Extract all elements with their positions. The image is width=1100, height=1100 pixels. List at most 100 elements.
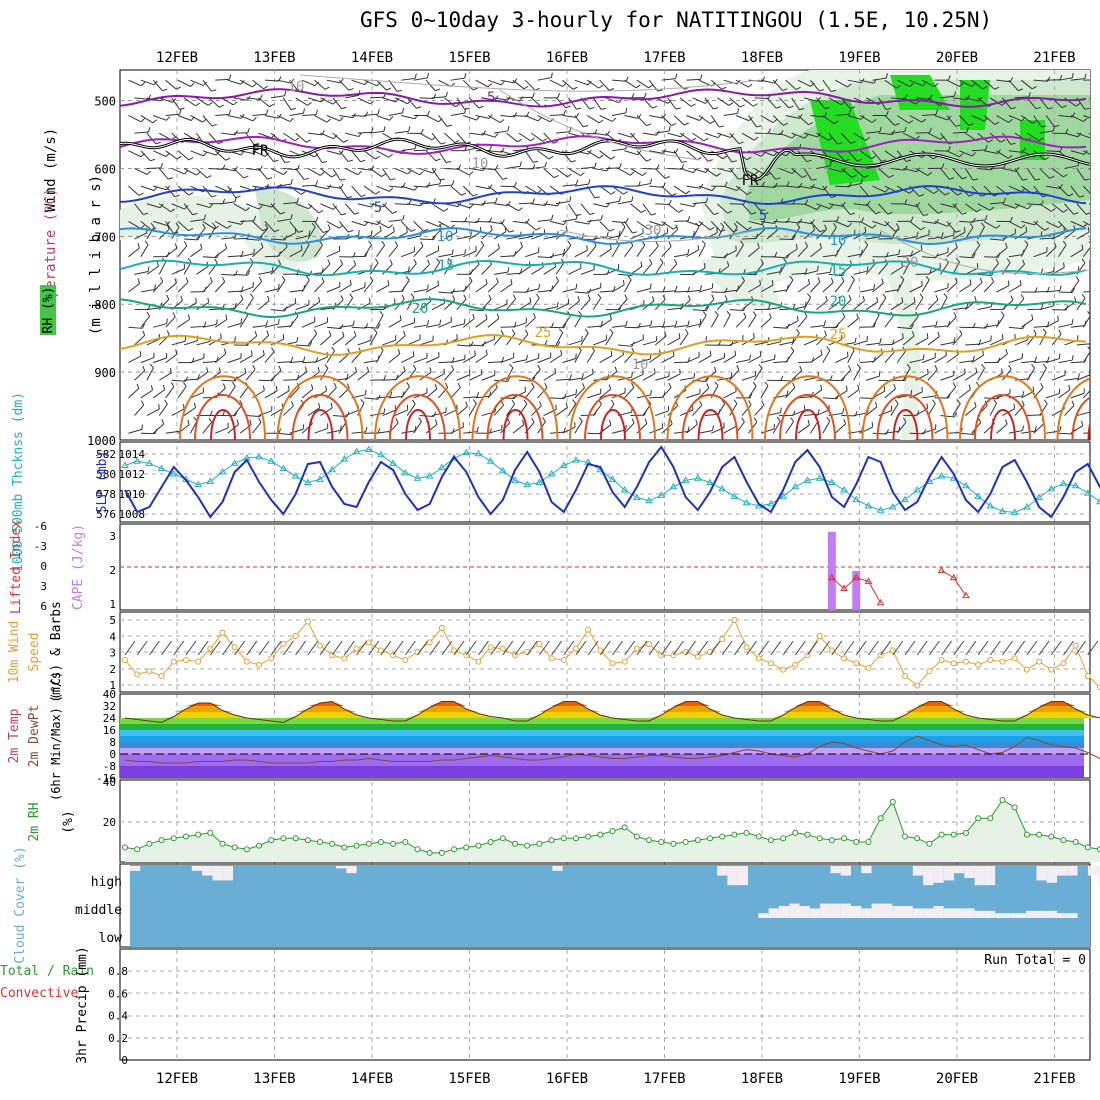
- wind-barb-flag: [278, 283, 280, 289]
- wind-barb: [332, 263, 343, 275]
- wind-barb-flag: [955, 257, 960, 263]
- wind-barb: [797, 424, 810, 434]
- wind-barb: [890, 403, 899, 416]
- wind-barb-flag: [724, 294, 728, 300]
- wind-barb: [158, 403, 168, 416]
- wind-barb-flag: [722, 155, 728, 160]
- wind-barb: [971, 326, 986, 329]
- wind-barb-flag: [1040, 268, 1044, 274]
- wind-barb: [190, 150, 204, 157]
- wind-barb: [525, 357, 539, 364]
- wind-barb-flag: [941, 163, 945, 169]
- wind-barb-flag: [1058, 329, 1062, 335]
- wind-barb: [630, 339, 644, 346]
- wind-barb-flag: [348, 159, 354, 163]
- li-tick: 0: [40, 560, 47, 573]
- wind-barb-flag: [782, 88, 788, 92]
- wind-barb: [190, 392, 204, 399]
- wind-barb: [760, 358, 775, 364]
- wind-barb: [847, 317, 859, 328]
- cloud-mid-cell: [1015, 913, 1027, 918]
- wind-barb: [654, 262, 664, 275]
- wind-barb: [654, 168, 666, 179]
- cape-tick: 1: [109, 598, 116, 611]
- date-label: 16FEB: [546, 1071, 588, 1087]
- wind-barb-flag: [185, 277, 189, 283]
- wind-barb: [221, 379, 236, 382]
- wind-barb-flag: [348, 87, 354, 91]
- wind-barb: [770, 640, 782, 656]
- thickness-point: [1096, 497, 1100, 505]
- wind-barb: [822, 420, 831, 434]
- wind-speed-point: [512, 652, 518, 659]
- wind-barb: [568, 403, 577, 416]
- wind-barb: [791, 97, 800, 110]
- wind-barb-flag: [1043, 399, 1048, 405]
- wind-barb-flag: [847, 83, 852, 88]
- wind-barb-flag: [952, 382, 957, 388]
- wind-barb: [729, 369, 740, 381]
- wind-barb-flag: [900, 275, 905, 280]
- rh2m-point: [999, 797, 1006, 804]
- wind-barb: [551, 640, 562, 656]
- wind-barb-flag: [390, 178, 396, 181]
- wind-barb-flag: [264, 152, 270, 157]
- isotherm-label: 10: [632, 357, 649, 373]
- wind-barb-flag: [313, 329, 318, 335]
- wind-barb: [407, 132, 422, 135]
- wind-barb: [661, 246, 672, 258]
- thickness-point: [840, 486, 848, 493]
- wind-barb-flag: [1068, 193, 1074, 197]
- wind-barb-flag: [395, 97, 400, 103]
- wind-barb-flag: [879, 338, 882, 344]
- wind-barb: [630, 232, 644, 240]
- wind-barb-flag: [1009, 216, 1013, 222]
- wind-barb: [146, 226, 155, 240]
- wind-barb-flag: [166, 224, 170, 230]
- precip-total-label: Total / Rain: [0, 964, 94, 979]
- wind-barb-flag: [485, 349, 488, 355]
- wind-barb-flag: [174, 243, 178, 249]
- isotherm-10: [120, 227, 1087, 246]
- wind-barb: [903, 132, 917, 140]
- wind-barb: [723, 112, 738, 116]
- rh2m-point: [317, 838, 323, 845]
- wind-barb: [574, 115, 584, 128]
- wind-barb: [679, 203, 694, 208]
- wind-barb: [717, 167, 731, 173]
- wind-barb-flag: [614, 366, 618, 372]
- wind-barb: [326, 286, 341, 293]
- wind-barb: [413, 324, 428, 328]
- wind-barb: [1008, 79, 1019, 91]
- date-label: 13FEB: [253, 50, 295, 66]
- wind-barb-flag: [862, 295, 865, 301]
- cloud-mid-cell: [1026, 910, 1037, 918]
- wind-barb: [475, 79, 489, 88]
- wind-barb: [140, 288, 155, 293]
- wind-barb: [934, 325, 949, 328]
- wind-barb-flag: [1008, 118, 1013, 123]
- wind-barb: [202, 79, 212, 92]
- wind-barb-flag: [377, 428, 381, 434]
- wind-barb-flag: [780, 407, 782, 413]
- wind-barb-flag: [413, 259, 417, 264]
- wind-barb: [152, 281, 164, 293]
- wind-barb-flag: [139, 351, 142, 357]
- wind-barb: [462, 280, 473, 293]
- isotherm-40: [795, 409, 821, 440]
- wind-barb-flag: [675, 148, 679, 154]
- wind-barb: [382, 339, 396, 346]
- wind-barb: [686, 150, 698, 161]
- wind-barb: [574, 183, 589, 187]
- wind-barb: [878, 97, 887, 110]
- wind-speed-axis-label-c: (m/s) & Barbs: [49, 601, 64, 703]
- wind-barb: [934, 426, 948, 434]
- wind-barb: [549, 253, 564, 258]
- wind-barb-flag: [485, 314, 488, 320]
- wind-barb: [989, 640, 1001, 656]
- wind-barb: [692, 309, 707, 312]
- wind-barb: [1058, 77, 1073, 81]
- wind-barb: [865, 301, 878, 311]
- wind-barb: [1083, 291, 1090, 293]
- wind-barb-flag: [187, 258, 192, 263]
